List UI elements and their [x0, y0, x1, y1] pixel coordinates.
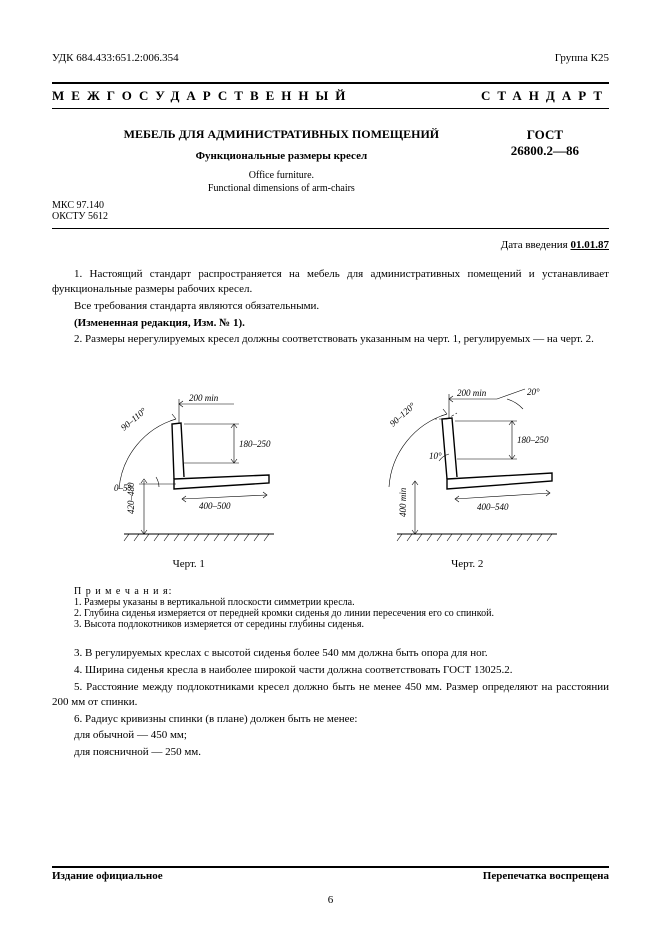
- note-2: 2. Глубина сиденья измеряется от передне…: [52, 608, 609, 619]
- date-label: Дата введения: [501, 239, 571, 251]
- fig1-seatdim: 400–500: [199, 501, 231, 511]
- fig2-angle: 90–120°: [388, 401, 418, 429]
- notes: П р и м е ч а н и я: 1. Размеры указаны …: [52, 586, 609, 630]
- udk-code: УДК 684.433:651.2:006.354: [52, 52, 179, 64]
- page: УДК 684.433:651.2:006.354 Группа К25 МЕЖ…: [0, 0, 661, 936]
- body-text-2: 3. В регулируемых креслах с высотой сиде…: [52, 646, 609, 760]
- footer: Издание официальное Перепечатка воспреще…: [52, 866, 609, 882]
- gost-block: ГОСТ 26800.2—86: [511, 127, 579, 159]
- para-6a: для обычной — 450 мм;: [52, 728, 609, 743]
- date-line: Дата введения 01.01.87: [52, 239, 609, 251]
- banner-left: МЕЖГОСУДАРСТВЕННЫЙ: [52, 88, 352, 104]
- footer-left: Издание официальное: [52, 870, 163, 882]
- date-value: 01.01.87: [571, 239, 610, 251]
- rule: [52, 228, 609, 229]
- fig2-backangle: 10°: [429, 451, 442, 461]
- para-1a: Все требования стандарта являются обязат…: [52, 299, 609, 314]
- fig2-seatdim: 400–540: [477, 502, 509, 512]
- figures-row: 90–110° 200 min 180–250 400–500 420–480 …: [52, 359, 609, 570]
- fig2-topangle: 20°: [527, 387, 540, 397]
- para-6b: для поясничной — 250 мм.: [52, 745, 609, 760]
- para-1b: (Измененная редакция, Изм. № 1).: [52, 316, 609, 331]
- gost-label: ГОСТ: [511, 127, 579, 143]
- fig1-backdim: 180–250: [239, 439, 271, 449]
- fig1-angle: 90–110°: [119, 406, 149, 433]
- okstu: ОКСТУ 5612: [52, 211, 609, 222]
- fig1-seatangle: 0–5°: [114, 483, 132, 493]
- fig2-backdim: 180–250: [517, 435, 549, 445]
- fig1-label: Черт. 1: [84, 558, 294, 570]
- para-4: 4. Ширина сиденья кресла в наиболее широ…: [52, 663, 609, 678]
- fig2-topdim: 200 min: [457, 388, 487, 398]
- figure-2: 90–120° 200 min 20° 180–250 10° 400–540 …: [357, 359, 577, 570]
- para-3: 3. В регулируемых креслах с высотой сиде…: [52, 646, 609, 661]
- footer-right: Перепечатка воспрещена: [483, 870, 609, 882]
- banner-right: СТАНДАРТ: [481, 88, 609, 104]
- note-3: 3. Высота подлокотников измеряется от се…: [52, 619, 609, 630]
- title-sub-ru: Функциональные размеры кресел: [52, 150, 511, 162]
- title-sub-en1: Office furniture.: [52, 170, 511, 181]
- banner-wrap: МЕЖГОСУДАРСТВЕННЫЙ СТАНДАРТ: [52, 82, 609, 109]
- para-2: 2. Размеры нерегулируемых кресел должны …: [52, 332, 609, 347]
- title-main: МЕБЕЛЬ ДЛЯ АДМИНИСТРАТИВНЫХ ПОМЕЩЕНИЙ: [52, 127, 511, 142]
- top-line: УДК 684.433:651.2:006.354 Группа К25: [52, 52, 609, 64]
- notes-head: П р и м е ч а н и я:: [52, 586, 609, 597]
- fig1-topdim: 200 min: [189, 393, 219, 403]
- fig2-label: Черт. 2: [357, 558, 577, 570]
- page-number: 6: [0, 894, 661, 906]
- title-sub-en2: Functional dimensions of arm-chairs: [52, 183, 511, 194]
- fig2-height: 400 min: [398, 487, 408, 517]
- codes: МКС 97.140 ОКСТУ 5612: [52, 200, 609, 222]
- gost-number: 26800.2—86: [511, 143, 579, 159]
- mks: МКС 97.140: [52, 200, 609, 211]
- figure-1: 90–110° 200 min 180–250 400–500 420–480 …: [84, 359, 294, 570]
- para-5: 5. Расстояние между подлокотниками кресе…: [52, 680, 609, 710]
- group-code: Группа К25: [555, 52, 609, 64]
- para-1: 1. Настоящий стандарт распространяется н…: [52, 267, 609, 297]
- note-1: 1. Размеры указаны в вертикальной плоско…: [52, 597, 609, 608]
- para-6: 6. Радиус кривизны спинки (в плане) долж…: [52, 712, 609, 727]
- body-text: 1. Настоящий стандарт распространяется н…: [52, 267, 609, 347]
